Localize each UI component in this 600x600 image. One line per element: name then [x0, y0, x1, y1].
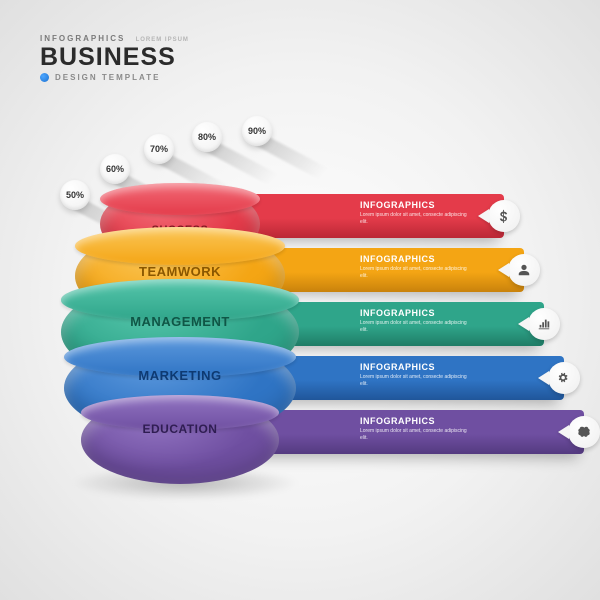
percent-bubble-2: 70% [144, 134, 174, 164]
dollar-icon [497, 209, 511, 223]
slice-rim [75, 227, 285, 265]
sphere-slice-4: EDUCATION [81, 396, 279, 484]
bar-text: INFOGRAPHICS Lorem ipsum dolor sit amet, … [360, 254, 470, 279]
bar-icon-circle [508, 254, 540, 286]
bar-desc: Lorem ipsum dolor sit amet, consecte adi… [360, 266, 470, 279]
bar-title: INFOGRAPHICS [360, 362, 470, 372]
header-topline-text: INFOGRAPHICS [40, 34, 125, 43]
bar-icon-circle [488, 200, 520, 232]
bar-desc: Lorem ipsum dolor sit amet, consecte adi… [360, 374, 470, 387]
bar-title: INFOGRAPHICS [360, 200, 470, 210]
slice-label: MANAGEMENT [61, 314, 299, 329]
bar-title: INFOGRAPHICS [360, 416, 470, 426]
bar-desc: Lorem ipsum dolor sit amet, consecte adi… [360, 320, 470, 333]
bar-desc: Lorem ipsum dolor sit amet, consecte adi… [360, 212, 470, 225]
percent-bubble-4: 90% [242, 116, 272, 146]
header: INFOGRAPHICS LOREM IPSUM BUSINESS DESIGN… [40, 34, 189, 82]
bar-title: INFOGRAPHICS [360, 254, 470, 264]
header-subtitle: DESIGN TEMPLATE [40, 73, 189, 82]
bar-text: INFOGRAPHICS Lorem ipsum dolor sit amet, … [360, 416, 470, 441]
bar-icon-circle [568, 416, 600, 448]
user-icon [517, 263, 531, 277]
brain-icon [577, 425, 591, 439]
slice-label: MARKETING [64, 368, 296, 383]
chart-icon [537, 317, 551, 331]
slice-label: TEAMWORK [75, 264, 285, 279]
gears-icon [557, 371, 571, 385]
header-title: BUSINESS [40, 45, 189, 70]
bar-icon-circle [528, 308, 560, 340]
slice-label: EDUCATION [81, 422, 279, 436]
bar-text: INFOGRAPHICS Lorem ipsum dolor sit amet, … [360, 308, 470, 333]
main-stage: INFOGRAPHICS Lorem ipsum dolor sit amet, … [60, 190, 580, 530]
bar-title: INFOGRAPHICS [360, 308, 470, 318]
bar-icon-circle [548, 362, 580, 394]
bar-desc: Lorem ipsum dolor sit amet, consecte adi… [360, 428, 470, 441]
percent-bubble-3: 80% [192, 122, 222, 152]
percent-bubble-1: 60% [100, 154, 130, 184]
bar-text: INFOGRAPHICS Lorem ipsum dolor sit amet, … [360, 200, 470, 225]
header-topline: INFOGRAPHICS LOREM IPSUM [40, 34, 189, 43]
bar-text: INFOGRAPHICS Lorem ipsum dolor sit amet, … [360, 362, 470, 387]
slice-rim [100, 183, 260, 215]
